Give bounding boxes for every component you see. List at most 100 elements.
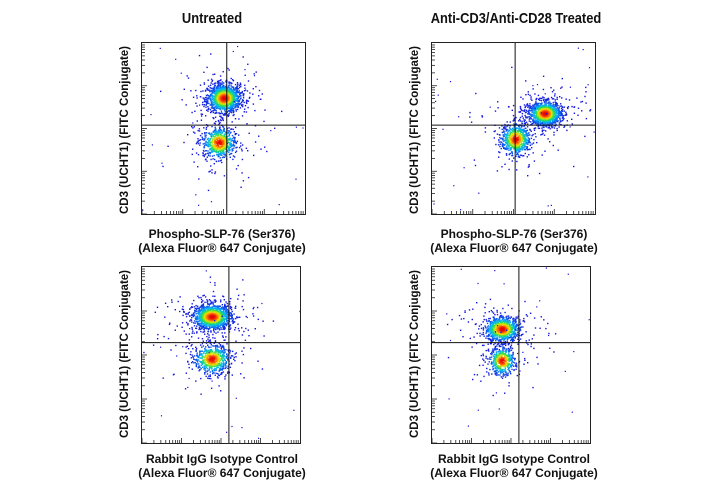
data-point: [205, 128, 207, 130]
data-point: [220, 348, 223, 350]
axis-ticks: [142, 44, 304, 214]
data-point: [221, 138, 223, 140]
data-point: [191, 313, 193, 316]
data-point: [252, 88, 254, 90]
data-point: [167, 145, 169, 147]
data-point: [214, 102, 216, 105]
data-point: [195, 327, 198, 330]
data-point: [523, 141, 525, 143]
data-point: [218, 134, 220, 136]
data-point: [493, 130, 495, 133]
data-point: [221, 149, 224, 152]
scatter-plot-svg: [432, 43, 595, 214]
data-point: [206, 66, 208, 69]
data-point: [228, 90, 230, 93]
data-point: [215, 103, 217, 105]
data-point: [221, 131, 224, 133]
data-point: [555, 102, 557, 104]
data-point: [525, 116, 527, 118]
data-point: [199, 84, 202, 86]
data-point: [517, 127, 519, 129]
data-point: [219, 324, 221, 326]
data-point: [519, 127, 521, 129]
data-point: [517, 142, 519, 144]
data-point: [209, 94, 212, 97]
data-point: [208, 336, 210, 339]
data-point: [508, 168, 510, 171]
data-point: [192, 148, 194, 150]
data-point: [189, 315, 191, 317]
data-point: [228, 84, 230, 86]
data-point: [196, 120, 198, 122]
data-point: [223, 130, 225, 133]
data-point: [539, 97, 541, 99]
data-point: [238, 90, 240, 92]
data-point: [545, 99, 547, 101]
data-point: [212, 158, 214, 160]
data-point: [508, 127, 511, 129]
data-point: [228, 107, 231, 109]
data-point: [182, 305, 184, 308]
data-point: [213, 331, 215, 333]
data-point: [548, 99, 550, 101]
data-point: [528, 118, 531, 120]
data-point: [540, 114, 543, 116]
x-axis-label-line2: (Alexa Fluor® 647 Conjugate): [430, 241, 598, 255]
data-point: [202, 138, 204, 140]
data-point: [237, 316, 239, 319]
data-point: [505, 145, 508, 147]
data-point: [539, 106, 541, 108]
data-point: [217, 142, 219, 144]
data-point: [231, 91, 233, 93]
data-point: [237, 164, 239, 167]
data-point: [212, 147, 214, 149]
data-point: [537, 94, 540, 97]
data-point: [519, 118, 521, 121]
data-point: [530, 96, 532, 98]
data-point: [199, 306, 201, 309]
data-point: [221, 96, 223, 98]
data-point: [218, 122, 221, 125]
data-point: [544, 120, 546, 122]
data-point: [526, 103, 529, 105]
data-point: [200, 301, 203, 304]
data-point: [528, 107, 531, 109]
data-point: [217, 309, 219, 311]
data-point: [503, 135, 506, 137]
data-point: [254, 141, 257, 143]
data-point: [539, 108, 541, 111]
data-point: [539, 99, 541, 101]
data-point: [239, 92, 241, 94]
data-point: [493, 137, 495, 139]
data-point: [230, 102, 232, 104]
data-point: [517, 131, 519, 133]
data-point: [193, 325, 196, 327]
data-point: [551, 98, 554, 100]
data-point: [217, 137, 220, 140]
data-point: [218, 107, 220, 110]
data-point: [202, 304, 204, 306]
data-point: [527, 123, 529, 125]
data-point: [556, 96, 558, 99]
data-point: [199, 322, 202, 324]
data-point: [236, 104, 238, 106]
data-point: [508, 141, 511, 143]
data-point: [211, 326, 214, 328]
x-axis-label-line1: Phospho-SLP-76 (Ser376): [440, 227, 588, 241]
data-point: [229, 314, 231, 317]
data-point: [526, 104, 528, 106]
data-point: [163, 335, 165, 338]
data-point: [194, 310, 196, 312]
data-point: [565, 111, 567, 113]
data-point: [218, 102, 220, 104]
data-point: [212, 104, 214, 107]
data-point: [211, 146, 213, 148]
data-point: [206, 306, 208, 308]
data-point: [196, 332, 198, 334]
data-point: [234, 317, 237, 320]
data-point: [529, 148, 531, 151]
data-point: [207, 144, 209, 147]
data-point: [235, 98, 237, 100]
data-point: [215, 140, 217, 142]
data-point: [541, 127, 543, 129]
